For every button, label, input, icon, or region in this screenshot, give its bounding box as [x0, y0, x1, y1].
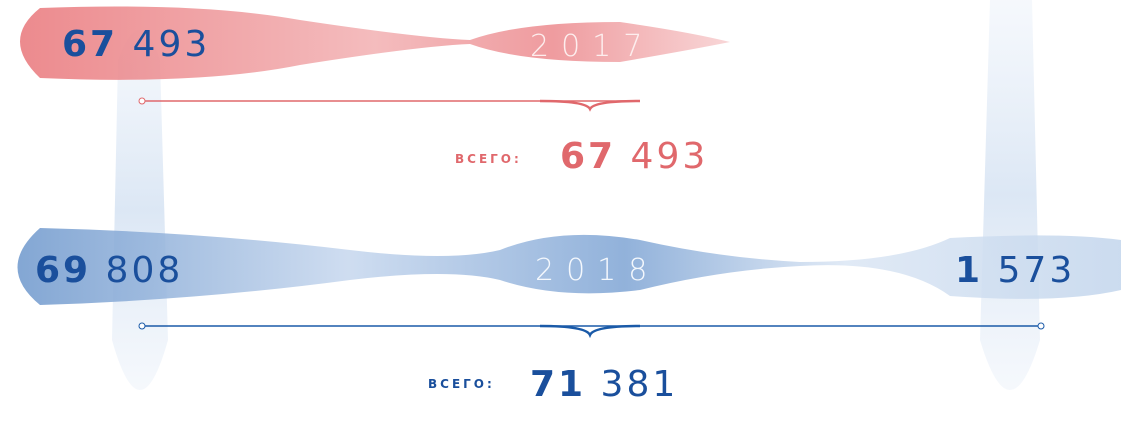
endpoint [139, 98, 145, 104]
vertical-stripe [112, 30, 168, 390]
total-value: 67 493 [560, 136, 708, 177]
total-value: 71 381 [530, 364, 678, 405]
year: 2018 [535, 253, 659, 288]
page: {"rows":[ {"year":"2017","left_value":"6… [0, 0, 1121, 422]
brace [540, 101, 640, 109]
endpoint [1038, 323, 1044, 329]
infographic: 67 493 2017 ВСЕГО: 67 493 69 808 2018 1 … [0, 0, 1121, 422]
value: 69 808 [35, 250, 183, 291]
year: 2017 [530, 29, 654, 64]
value: 1 573 [955, 250, 1075, 291]
total-label: ВСЕГО: [455, 152, 522, 166]
total-label: ВСЕГО: [428, 377, 495, 391]
vertical-stripe [980, 0, 1040, 390]
value: 67 493 [62, 24, 210, 65]
brace [540, 326, 640, 335]
endpoint [139, 323, 145, 329]
